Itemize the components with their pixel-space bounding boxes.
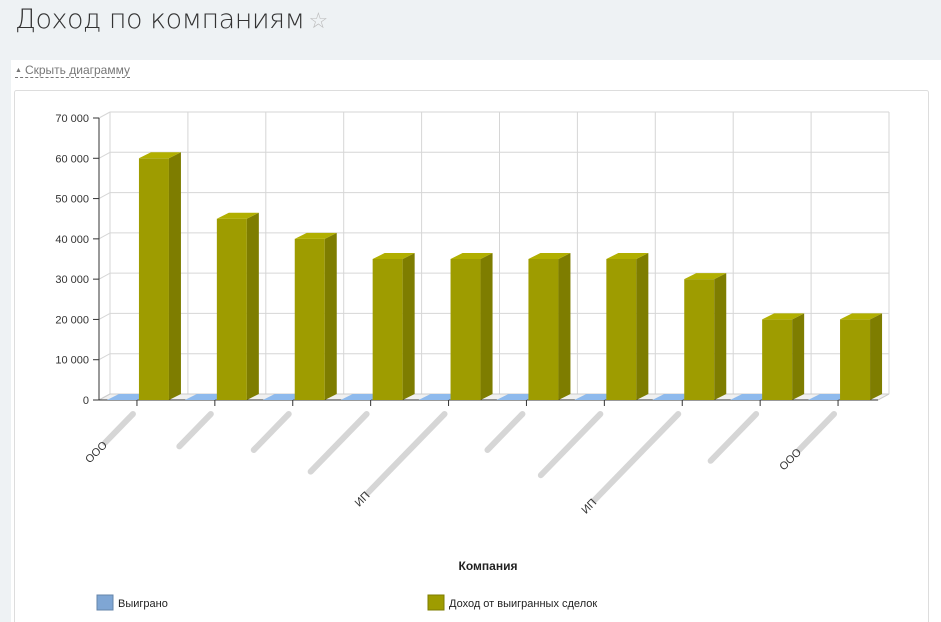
blurred-label: [176, 411, 214, 450]
gridline-side: [98, 272, 111, 280]
legend-swatch: [427, 594, 445, 611]
hide-chart-link[interactable]: ▲ Скрыть диаграмму: [15, 63, 130, 78]
bar-top: [418, 394, 461, 400]
page-title: Доход по компаниям ☆: [15, 4, 328, 35]
y-tick-label: 70 000: [55, 113, 89, 125]
gridline-side: [98, 151, 111, 159]
bar-top: [840, 313, 883, 320]
gridline-side: [98, 312, 111, 320]
bar-top: [450, 253, 493, 259]
gridline-side: [98, 192, 111, 200]
y-tick-label: 0: [83, 395, 89, 407]
bar-top: [606, 253, 649, 259]
bar-top: [216, 212, 259, 219]
star-icon[interactable]: ☆: [308, 9, 329, 34]
gridline-side: [98, 111, 111, 119]
bar-side: [168, 152, 181, 400]
bar-top: [574, 394, 617, 400]
y-tick-label: 10 000: [55, 355, 89, 367]
blurred-label: [101, 411, 136, 446]
bar-side: [714, 273, 727, 400]
gridline-side: [98, 232, 111, 240]
bar-top: [184, 394, 227, 400]
blurred-label: [707, 411, 760, 464]
y-tick-label: 30 000: [55, 274, 89, 286]
bar-top: [372, 253, 415, 259]
bar-side: [480, 253, 493, 400]
blurred-label: [307, 411, 370, 475]
x-axis-title: Компания: [459, 559, 518, 573]
bar-front: [606, 259, 637, 400]
bar-top: [294, 232, 337, 239]
bar-front: [684, 279, 715, 400]
triangle-up-icon: ▲: [15, 67, 22, 75]
y-tick-label: 60 000: [55, 153, 89, 165]
bar-top: [684, 273, 727, 280]
blurred-label: [484, 411, 526, 453]
bar-side: [246, 212, 259, 400]
bar-front: [528, 259, 559, 400]
legend-swatch: [96, 594, 114, 611]
bar-top: [340, 394, 383, 400]
bar-top: [808, 394, 851, 400]
bar-top: [730, 394, 773, 400]
title-text: Доход по компаниям: [15, 4, 305, 35]
bar-front: [450, 259, 481, 400]
hide-chart-label: Скрыть диаграмму: [24, 63, 130, 77]
bar-side: [870, 313, 883, 400]
y-tick-label: 20 000: [55, 314, 89, 326]
bar-front: [138, 158, 169, 400]
bar-side: [792, 313, 805, 400]
bar-top: [262, 394, 305, 400]
bar-top: [106, 394, 149, 400]
y-tick-label: 40 000: [55, 234, 89, 246]
legend-label: Доход от выигранных сделок: [449, 598, 597, 610]
bar-front: [216, 218, 247, 400]
bar-side: [402, 253, 415, 400]
gridline-side: [98, 353, 111, 361]
bar-side: [558, 253, 571, 400]
blurred-label: [250, 411, 292, 453]
bar-front: [762, 319, 793, 400]
blurred-label: [537, 411, 604, 479]
blurred-label: [364, 411, 448, 497]
bar-front: [294, 238, 325, 400]
blurred-label: [796, 411, 838, 453]
bar-top: [138, 152, 181, 159]
bar-top: [528, 253, 571, 259]
bar-top: [762, 313, 805, 320]
bar-side: [324, 232, 337, 400]
legend-label: Выиграно: [118, 598, 168, 610]
bar-front: [840, 319, 871, 400]
bar-front: [372, 259, 403, 400]
bar-side: [636, 253, 649, 400]
blurred-label: [591, 411, 682, 504]
bar-top: [496, 394, 539, 400]
y-tick-label: 50 000: [55, 194, 89, 206]
bar-top: [652, 394, 695, 400]
